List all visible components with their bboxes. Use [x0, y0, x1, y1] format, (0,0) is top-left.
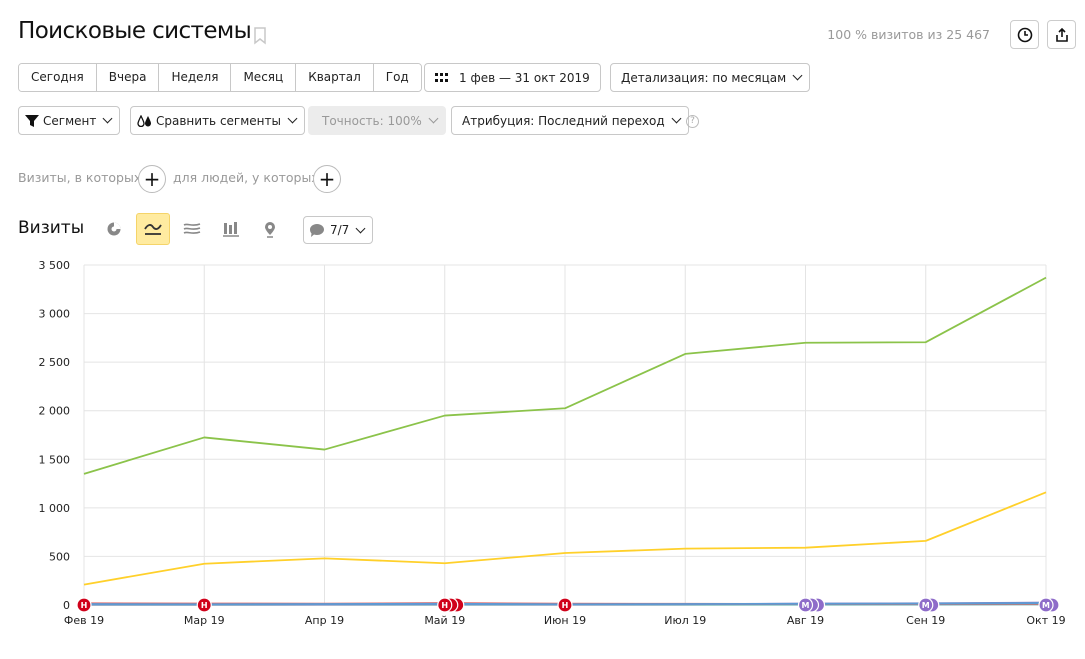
accuracy-label: Точность: 100% [322, 113, 422, 128]
y-tick-label: 0 [63, 599, 70, 612]
filter-icon [25, 114, 39, 127]
history-button[interactable] [1010, 20, 1039, 49]
pie-chart-icon [107, 222, 121, 236]
map-view-button[interactable] [253, 213, 287, 245]
add-people-filter-button[interactable]: + [313, 165, 341, 193]
detail-label: Детализация: по месяцам [621, 70, 787, 85]
y-tick-label: 500 [49, 550, 70, 563]
x-tick-label: Июл 19 [664, 614, 706, 627]
chevron-down-icon [792, 70, 803, 81]
add-visit-filter-button[interactable]: + [138, 165, 166, 193]
visits-info: 100 % визитов из 25 467 [827, 27, 990, 42]
annotation-label: М [1042, 601, 1050, 610]
chart-title: Визиты [18, 218, 85, 238]
annotation-marker [557, 597, 573, 613]
period-month-button[interactable]: Месяц [231, 64, 297, 91]
area-chart-icon [183, 223, 201, 234]
chevron-down-icon [102, 113, 113, 124]
visits-filter-label: Визиты, в которых [18, 170, 142, 185]
segment-label: Сегмент [43, 113, 97, 128]
chevron-down-icon [428, 113, 439, 124]
bar-chart-icon [223, 222, 239, 237]
help-icon[interactable]: ? [686, 115, 699, 128]
y-tick-label: 2 500 [39, 356, 71, 369]
period-button-group: Сегодня Вчера Неделя Месяц Квартал Год [18, 63, 422, 92]
page-title: Поисковые системы [18, 18, 252, 44]
compare-label: Сравнить сегменты [156, 113, 281, 128]
bar-view-button[interactable] [214, 213, 248, 245]
area-view-button[interactable] [175, 213, 209, 245]
x-tick-label: Апр 19 [305, 614, 344, 627]
annotation-marker [196, 597, 212, 613]
chevron-down-icon [671, 113, 682, 124]
annotations-count: 7/7 [330, 223, 350, 237]
annotation-label: Н [81, 601, 88, 610]
map-pin-icon [265, 221, 275, 238]
y-tick-label: 3 500 [39, 259, 71, 272]
annotation-label: М [922, 601, 930, 610]
date-range-label: 1 фев — 31 окт 2019 [459, 70, 590, 85]
attribution-label: Атрибуция: Последний переход [462, 113, 665, 128]
annotation-marker [76, 597, 92, 613]
date-range-button[interactable]: 1 фев — 31 окт 2019 [424, 63, 601, 92]
chevron-down-icon [355, 223, 366, 233]
x-tick-label: Мар 19 [184, 614, 225, 627]
bookmark-icon[interactable] [253, 27, 267, 45]
comment-icon [310, 223, 324, 237]
annotation-marker [437, 597, 453, 613]
export-icon [1055, 27, 1068, 42]
annotation-label: Н [441, 601, 448, 610]
annotation-marker [1038, 597, 1054, 613]
x-tick-label: Май 19 [424, 614, 465, 627]
segment-dropdown[interactable]: Сегмент [18, 106, 121, 135]
period-yesterday-button[interactable]: Вчера [96, 64, 160, 91]
pie-view-button[interactable] [97, 213, 131, 245]
accuracy-dropdown[interactable]: Точность: 100% [308, 106, 446, 135]
x-tick-label: Авг 19 [787, 614, 824, 627]
period-year-button[interactable]: Год [373, 64, 421, 91]
visits-line-chart: 0 500 1 000 1 500 2 000 2 500 3 000 3 500 Фев 19… [39, 259, 1066, 627]
annotation-label: М [802, 601, 810, 610]
annotations-dropdown[interactable]: 7/7 [303, 216, 374, 244]
annotation-marker [797, 597, 814, 613]
x-tick-label: Окт 19 [1026, 614, 1065, 627]
export-button[interactable] [1047, 20, 1076, 49]
calendar-icon [435, 72, 448, 82]
compare-segments-dropdown[interactable]: Сравнить сегменты [130, 106, 305, 135]
x-tick-label: Фев 19 [64, 614, 104, 627]
line-chart-icon [144, 224, 162, 235]
series-line [83, 276, 1047, 475]
annotation-label: Н [201, 601, 208, 610]
y-tick-label: 1 500 [39, 453, 71, 466]
y-tick-label: 1 000 [39, 502, 71, 515]
period-today-button[interactable]: Сегодня [19, 64, 97, 91]
detail-dropdown[interactable]: Детализация: по месяцам [610, 63, 811, 92]
attribution-dropdown[interactable]: Атрибуция: Последний переход [451, 106, 689, 135]
x-tick-label: Июн 19 [544, 614, 586, 627]
line-view-button[interactable] [136, 213, 170, 245]
annotation-marker [918, 597, 934, 613]
y-tick-label: 2 000 [39, 405, 71, 418]
period-quarter-button[interactable]: Квартал [296, 64, 374, 91]
chevron-down-icon [287, 113, 298, 124]
y-tick-label: 3 000 [39, 308, 71, 321]
series-line [83, 491, 1047, 586]
clock-icon [1017, 27, 1032, 42]
annotation-label: Н [562, 601, 569, 610]
x-tick-label: Сен 19 [906, 614, 945, 627]
compare-icon [137, 114, 151, 127]
people-filter-label: для людей, у которых [173, 170, 319, 185]
period-week-button[interactable]: Неделя [159, 64, 232, 91]
